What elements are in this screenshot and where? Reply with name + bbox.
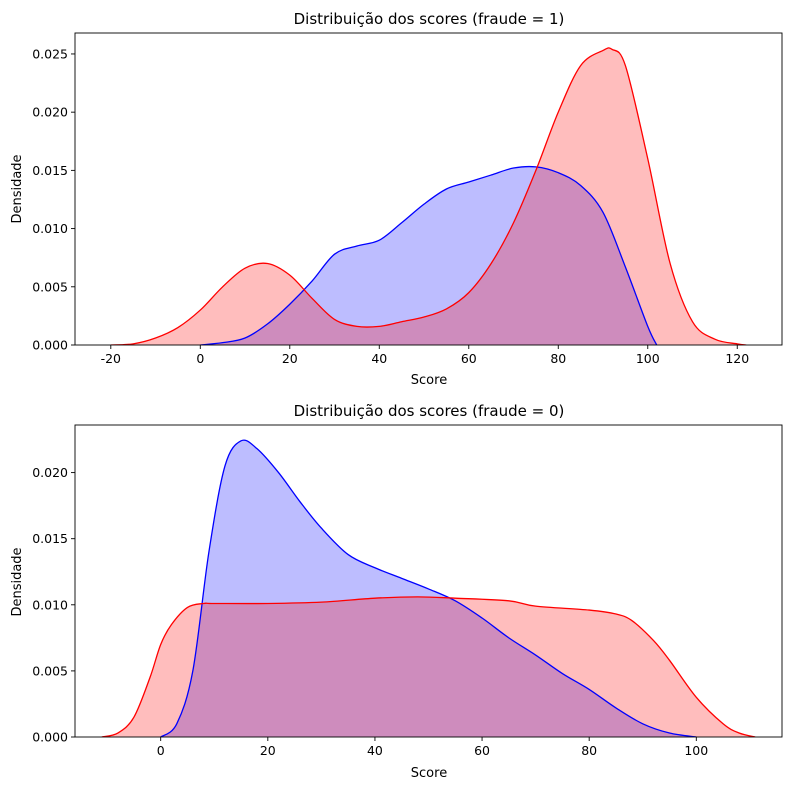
y-tick-label: 0.020 [32,105,68,120]
series-line-0 [200,165,658,345]
series-line-0 [160,439,697,737]
series-area-1 [101,596,756,737]
y-tick-label: 0.005 [32,663,68,678]
series-area-1 [110,47,747,345]
x-tick-label: 20 [282,351,298,366]
y-tick-label: 0.020 [32,465,68,480]
x-tick-label: -20 [101,351,121,366]
y-axis-label: Densidade [10,547,25,616]
axes-frame [74,32,783,346]
chart-title: Distribuição dos scores (fraude = 1) [294,10,565,28]
x-tick-label: 20 [260,743,276,758]
series-area-0 [160,440,697,737]
x-tick-label: 120 [725,351,749,366]
x-tick-label: 100 [636,351,660,366]
y-axis-label: Densidade [10,154,25,223]
x-axis-label: Score [411,766,447,781]
x-tick-label: 40 [367,743,383,758]
x-axis-label: Score [411,373,447,388]
chart-panel-fraude-1: Distribuição dos scores (fraude = 1) Sco… [10,10,783,388]
x-tick-label: 80 [581,743,597,758]
x-tick-label: 100 [684,743,708,758]
y-tick-label: 0.000 [32,338,68,353]
x-tick-label: 60 [461,351,477,366]
y-tick-label: 0.015 [32,163,68,178]
chart-panel-fraude-0: Distribuição dos scores (fraude = 0) Sco… [10,402,783,781]
y-tick-label: 0.000 [32,730,68,745]
x-tick-label: 40 [371,351,387,366]
y-tick-label: 0.015 [32,531,68,546]
chart-title: Distribuição dos scores (fraude = 0) [294,402,565,420]
y-tick-label: 0.010 [32,221,68,236]
series-line-1 [101,596,756,737]
y-tick-label: 0.025 [32,46,68,61]
x-tick-label: 80 [550,351,566,366]
axes-frame [74,424,783,738]
x-tick-label: 60 [474,743,490,758]
x-tick-label: 0 [196,351,204,366]
plot-area [110,47,747,345]
x-tick-label: 0 [157,743,165,758]
plot-area [101,439,756,737]
y-tick-label: 0.005 [32,279,68,294]
y-tick-label: 0.010 [32,597,68,612]
series-line-1 [110,47,747,345]
